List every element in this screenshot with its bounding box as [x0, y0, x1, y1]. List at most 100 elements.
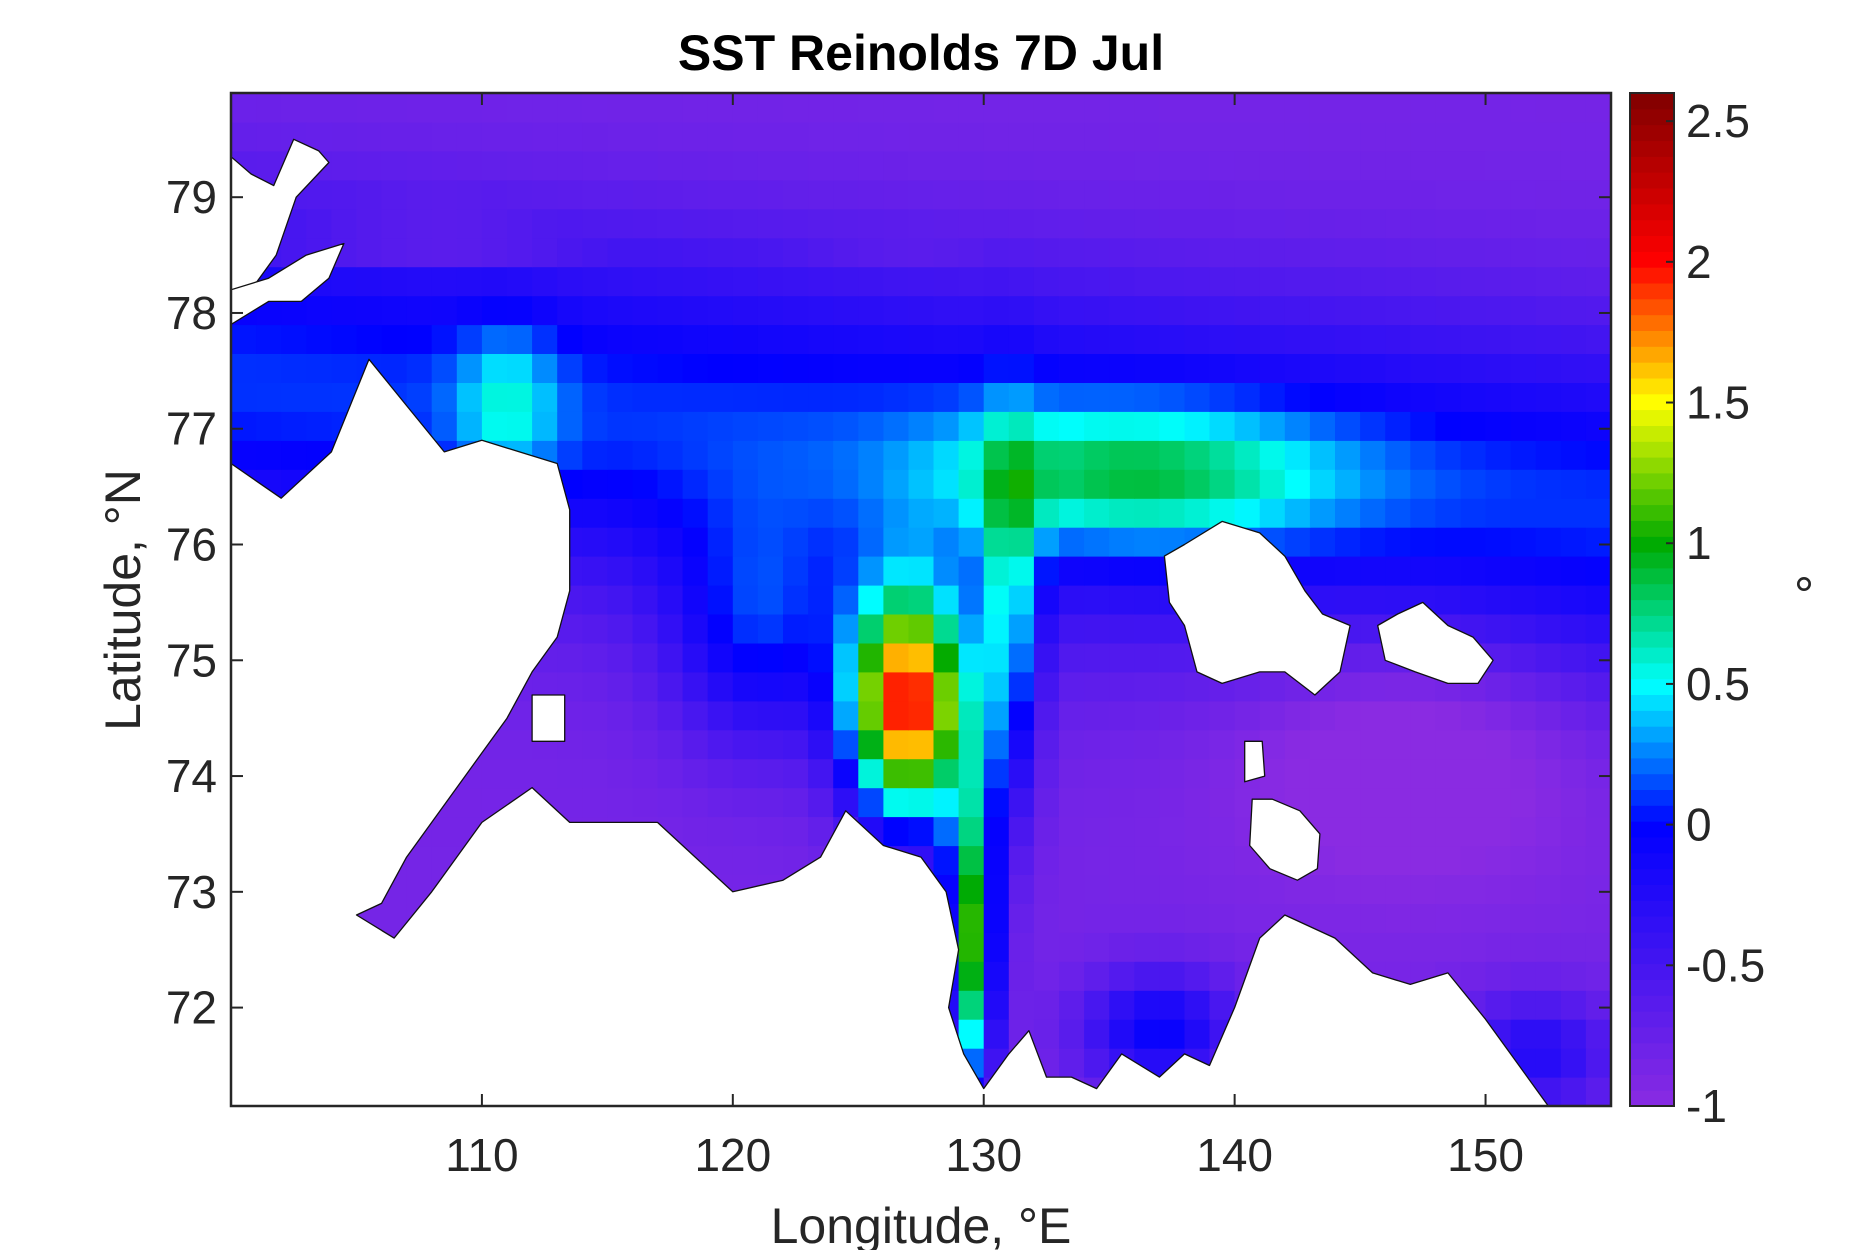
sst-cell-1241 [1008, 440, 1035, 470]
sst-cell-1124 [833, 498, 859, 528]
sst-cell-1231 [757, 440, 784, 470]
sst-cell-916 [1134, 614, 1160, 644]
sst-cell-1494 [456, 295, 483, 326]
sst-cell-1435 [356, 324, 383, 354]
sst-cell-1522 [1159, 295, 1186, 326]
sst-cell-1903 [1059, 93, 1085, 123]
sst-cell-1261 [1510, 440, 1537, 470]
sst-cell-1344 [833, 382, 859, 412]
sst-cell-877 [1535, 642, 1562, 673]
sst-cell-1065 [732, 527, 759, 557]
sst-cell-1176 [757, 469, 784, 499]
colorbar-segment-43 [1630, 409, 1674, 426]
sst-cell-1533 [1435, 295, 1462, 326]
sst-cell-859 [1084, 642, 1110, 673]
sst-cell-658 [1560, 758, 1587, 789]
sst-cell-1292 [908, 411, 935, 441]
sst-cell-734 [707, 700, 734, 731]
sst-cell-199 [1084, 990, 1110, 1020]
sst-cell-703 [1309, 729, 1336, 760]
sst-cell-1044 [1585, 556, 1611, 586]
sst-cell-1458 [933, 324, 960, 354]
sst-cell-1418 [1309, 353, 1336, 383]
sst-cell-1677 [908, 208, 935, 239]
sst-cell-763 [1435, 700, 1462, 731]
sst-cell-1792 [1033, 150, 1060, 181]
sst-cell-424 [1209, 874, 1236, 904]
colorbar-segment-13 [1630, 884, 1674, 901]
sst-cell-1733 [933, 179, 960, 210]
sst-cell-1647 [1535, 237, 1562, 268]
sst-cell-1252 [1284, 440, 1311, 470]
sst-cell-735 [732, 700, 759, 731]
sst-cell-593 [1309, 787, 1336, 818]
sst-cell-1698 [1435, 208, 1462, 239]
sst-cell-1714 [456, 179, 483, 210]
sst-cell-1814 [1585, 150, 1611, 181]
sst-cell-1917 [1410, 93, 1436, 123]
sst-cell-1869 [1585, 121, 1611, 152]
sst-cell-1330 [481, 382, 508, 412]
colorbar-tick-label: 1 [1686, 517, 1712, 569]
sst-cell-760 [1360, 700, 1386, 731]
sst-cell-1649 [1585, 237, 1611, 268]
sst-cell-758 [1309, 700, 1336, 731]
sst-cell-1723 [682, 179, 709, 210]
sst-cell-1731 [883, 179, 910, 210]
sst-cell-1528 [1309, 295, 1336, 326]
sst-cell-625 [732, 758, 759, 789]
sst-cell-789 [707, 671, 734, 702]
sst-cell-1662 [532, 208, 558, 239]
sst-cell-575 [858, 787, 884, 818]
sst-cell-1561 [757, 266, 784, 297]
sst-cell-931 [1510, 614, 1537, 644]
sst-cell-1190 [1109, 469, 1135, 499]
sst-cell-382 [1535, 903, 1562, 933]
sst-cell-1729 [833, 179, 859, 210]
sst-cell-905 [858, 614, 884, 644]
sst-cell-161 [1510, 1019, 1537, 1049]
sst-cell-1249 [1209, 440, 1236, 470]
sst-cell-1837 [783, 121, 809, 152]
sst-cell-1404 [958, 353, 985, 383]
sst-cell-1535 [1485, 295, 1512, 326]
sst-cell-1552 [532, 266, 558, 297]
sst-cell-1588 [1435, 266, 1462, 297]
sst-cell-1225 [607, 440, 634, 470]
sst-cell-1895 [858, 93, 884, 123]
sst-cell-1286 [757, 411, 784, 441]
colorbar-segment-40 [1630, 457, 1674, 474]
sst-cell-1779 [707, 150, 734, 181]
sst-cell-587 [1159, 787, 1186, 818]
sst-cell-679 [707, 729, 734, 760]
sst-cell-1224 [582, 440, 608, 470]
sst-cell-1317 [1535, 411, 1562, 441]
sst-cell-1129 [958, 498, 985, 528]
sst-cell-1470 [1234, 324, 1261, 354]
colorbar-segment-54 [1630, 235, 1674, 252]
colorbar-segment-41 [1630, 441, 1674, 458]
sst-cell-1452 [783, 324, 809, 354]
sst-cell-838 [557, 642, 583, 673]
sst-cell-1334 [582, 382, 608, 412]
sst-cell-853 [933, 642, 960, 673]
sst-cell-1697 [1410, 208, 1436, 239]
sst-cell-1300 [1109, 411, 1135, 441]
sst-cell-570 [732, 787, 759, 818]
sst-cell-1229 [707, 440, 734, 470]
sst-cell-569 [707, 787, 734, 818]
sst-cell-630 [858, 758, 884, 789]
sst-cell-1820 [356, 121, 383, 152]
sst-cell-1606 [507, 237, 533, 268]
colorbar-tick-label: -0.5 [1686, 939, 1765, 991]
sst-cell-1332 [532, 382, 558, 412]
sst-cell-1867 [1535, 121, 1562, 152]
y-axis-label: Latitude, °N [95, 469, 151, 731]
sst-cell-1239 [958, 440, 985, 470]
sst-cell-1912 [1284, 93, 1311, 123]
sst-cell-1704 [1585, 208, 1611, 239]
sst-cell-1915 [1360, 93, 1386, 123]
sst-cell-584 [1084, 787, 1110, 818]
sst-cell-468 [933, 845, 960, 875]
x-tick-label: 130 [945, 1129, 1022, 1181]
